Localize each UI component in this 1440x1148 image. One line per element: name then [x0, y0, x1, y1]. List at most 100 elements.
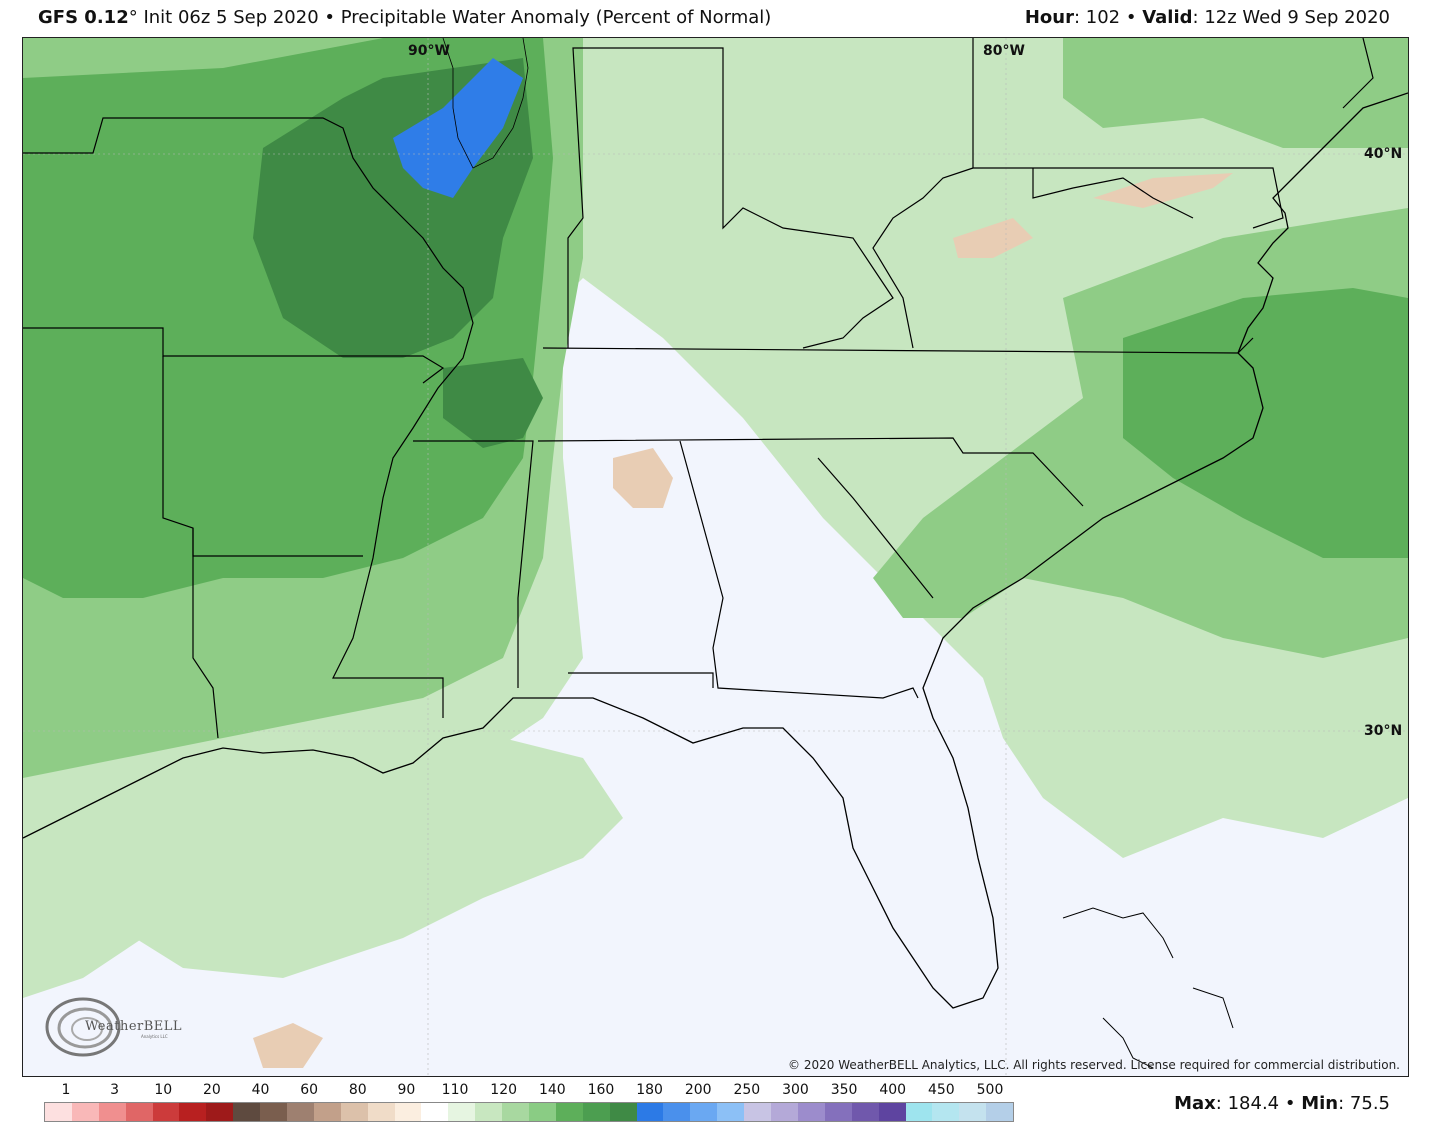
legend-tick-label: 140	[538, 1082, 566, 1098]
coastline	[23, 92, 1408, 1009]
legend-swatch	[555, 1103, 583, 1121]
init-time: Init 06z 5 Sep 2020	[143, 7, 319, 28]
legend-swatch	[690, 1103, 718, 1121]
logo-swirl-icon	[45, 997, 121, 1057]
header-valid-time: Hour: 102 • Valid: 12z Wed 9 Sep 2020	[1025, 7, 1390, 28]
legend-tick-label: 120	[490, 1082, 518, 1098]
border-al-fl	[568, 672, 714, 688]
anomaly-tan-gulf	[253, 1023, 323, 1068]
border-md	[1032, 168, 1194, 219]
legend-tick-label: 300	[782, 1082, 809, 1098]
map-header: GFS 0.12° Init 06z 5 Sep 2020 • Precipit…	[0, 0, 1440, 36]
border-wv	[872, 167, 974, 349]
legend-swatch	[663, 1103, 691, 1121]
legend-tick-label: 180	[636, 1082, 663, 1098]
logo-subtext: Analytics LLC	[141, 1034, 168, 1039]
legend-tick-label: 250	[733, 1082, 761, 1098]
border-ms	[413, 440, 534, 688]
border-ky-in-oh	[567, 47, 894, 349]
legend-swatch	[636, 1103, 664, 1121]
legend-tick-label: 400	[879, 1082, 907, 1098]
product-name: Precipitable Water Anomaly (Percent of N…	[340, 7, 772, 28]
anomaly-blue-lake-michigan	[393, 58, 523, 198]
legend-swatch	[260, 1103, 288, 1121]
legend-swatch	[125, 1103, 153, 1121]
legend-color-bar	[44, 1102, 1014, 1122]
anomaly-dark-green-2	[443, 358, 543, 448]
legend-swatch	[878, 1103, 906, 1121]
border-ny	[1342, 38, 1374, 109]
legend-swatch	[313, 1103, 341, 1121]
legend-swatch	[905, 1103, 933, 1121]
lake-michigan-outline	[442, 38, 529, 169]
hour-value: : 102	[1073, 7, 1121, 28]
legend-tick-label: 450	[927, 1082, 955, 1098]
header-bullet-2: •	[1125, 7, 1137, 28]
legend-swatch	[582, 1103, 610, 1121]
legend-swatch	[744, 1103, 772, 1121]
legend-tick-label: 110	[441, 1082, 469, 1098]
legend-swatch	[98, 1103, 126, 1121]
degree-symbol: °	[128, 7, 138, 28]
legend-tick-label: 60	[300, 1082, 319, 1098]
legend-swatch	[797, 1103, 825, 1121]
max-min-stats: Max: 184.4 • Min: 75.5	[1174, 1093, 1390, 1114]
legend-swatch	[206, 1103, 234, 1121]
precipitable-water-map: 90°W 80°W 40°N 30°N WeatherBELL Analytic…	[22, 37, 1409, 1077]
model-name: GFS 0.12	[38, 7, 129, 28]
legend-swatch	[45, 1103, 72, 1121]
legend-tick-label: 40	[251, 1082, 270, 1098]
legend-swatch	[609, 1103, 637, 1121]
legend-swatch	[932, 1103, 960, 1121]
valid-value: : 12z Wed 9 Sep 2020	[1192, 7, 1390, 28]
min-label: Min	[1301, 1093, 1339, 1114]
legend-swatch	[287, 1103, 314, 1121]
legend-swatch	[771, 1103, 798, 1121]
legend-labels: 1 3 10 20 40 60 80 90 110 120 140 160 180 200 250 300 35…	[44, 1082, 1014, 1100]
border-ga-sc	[817, 457, 934, 599]
legend-tick-label: 20	[202, 1082, 221, 1098]
legend-swatch	[986, 1103, 1014, 1121]
legend-swatch	[340, 1103, 368, 1121]
legend-tick-label: 500	[976, 1082, 1004, 1098]
legend-swatch	[421, 1103, 449, 1121]
max-label: Max	[1174, 1093, 1216, 1114]
legend-swatch	[233, 1103, 261, 1121]
anomaly-green-atlantic	[1123, 288, 1408, 558]
legend-tick-label: 200	[684, 1082, 712, 1098]
legend-tick-label: 90	[397, 1082, 416, 1098]
copyright-notice: © 2020 WeatherBELL Analytics, LLC. All r…	[788, 1058, 1400, 1072]
legend-swatch	[717, 1103, 745, 1121]
min-value: : 75.5	[1338, 1093, 1390, 1114]
border-west	[23, 117, 474, 718]
legend-swatch	[959, 1103, 987, 1121]
legend-swatch	[475, 1103, 503, 1121]
legend-swatch	[394, 1103, 422, 1121]
header-title: GFS 0.12° Init 06z 5 Sep 2020 • Precipit…	[38, 7, 771, 28]
island-andros	[1102, 1017, 1154, 1069]
legend-swatch	[71, 1103, 99, 1121]
stats-bullet: •	[1284, 1093, 1296, 1114]
anomaly-tan-alabama	[613, 448, 673, 508]
color-legend: 1 3 10 20 40 60 80 90 110 120 140 160 180 200 250 300 35…	[44, 1082, 1014, 1122]
legend-swatch	[179, 1103, 207, 1121]
map-canvas	[23, 38, 1408, 1076]
legend-swatch	[502, 1103, 530, 1121]
legend-tick-label: 10	[154, 1082, 173, 1098]
anomaly-light-green-gulf	[63, 738, 623, 978]
legend-tick-label: 350	[830, 1082, 858, 1098]
legend-swatch	[851, 1103, 879, 1121]
legend-tick-label: 3	[110, 1082, 120, 1098]
border-mo-ar	[23, 327, 445, 384]
bahamas-islands	[1062, 907, 1234, 1069]
border-al-ga	[679, 440, 919, 699]
legend-swatch	[824, 1103, 852, 1121]
valid-label: Valid	[1142, 7, 1193, 28]
border-tx-la	[192, 528, 219, 739]
hour-label: Hour	[1024, 7, 1074, 28]
legend-swatch	[152, 1103, 180, 1121]
legend-tick-label: 80	[348, 1082, 367, 1098]
weatherbell-logo: WeatherBELL Analytics LLC	[43, 992, 193, 1062]
header-bullet: •	[324, 7, 336, 28]
border-tn-south	[537, 437, 1084, 507]
